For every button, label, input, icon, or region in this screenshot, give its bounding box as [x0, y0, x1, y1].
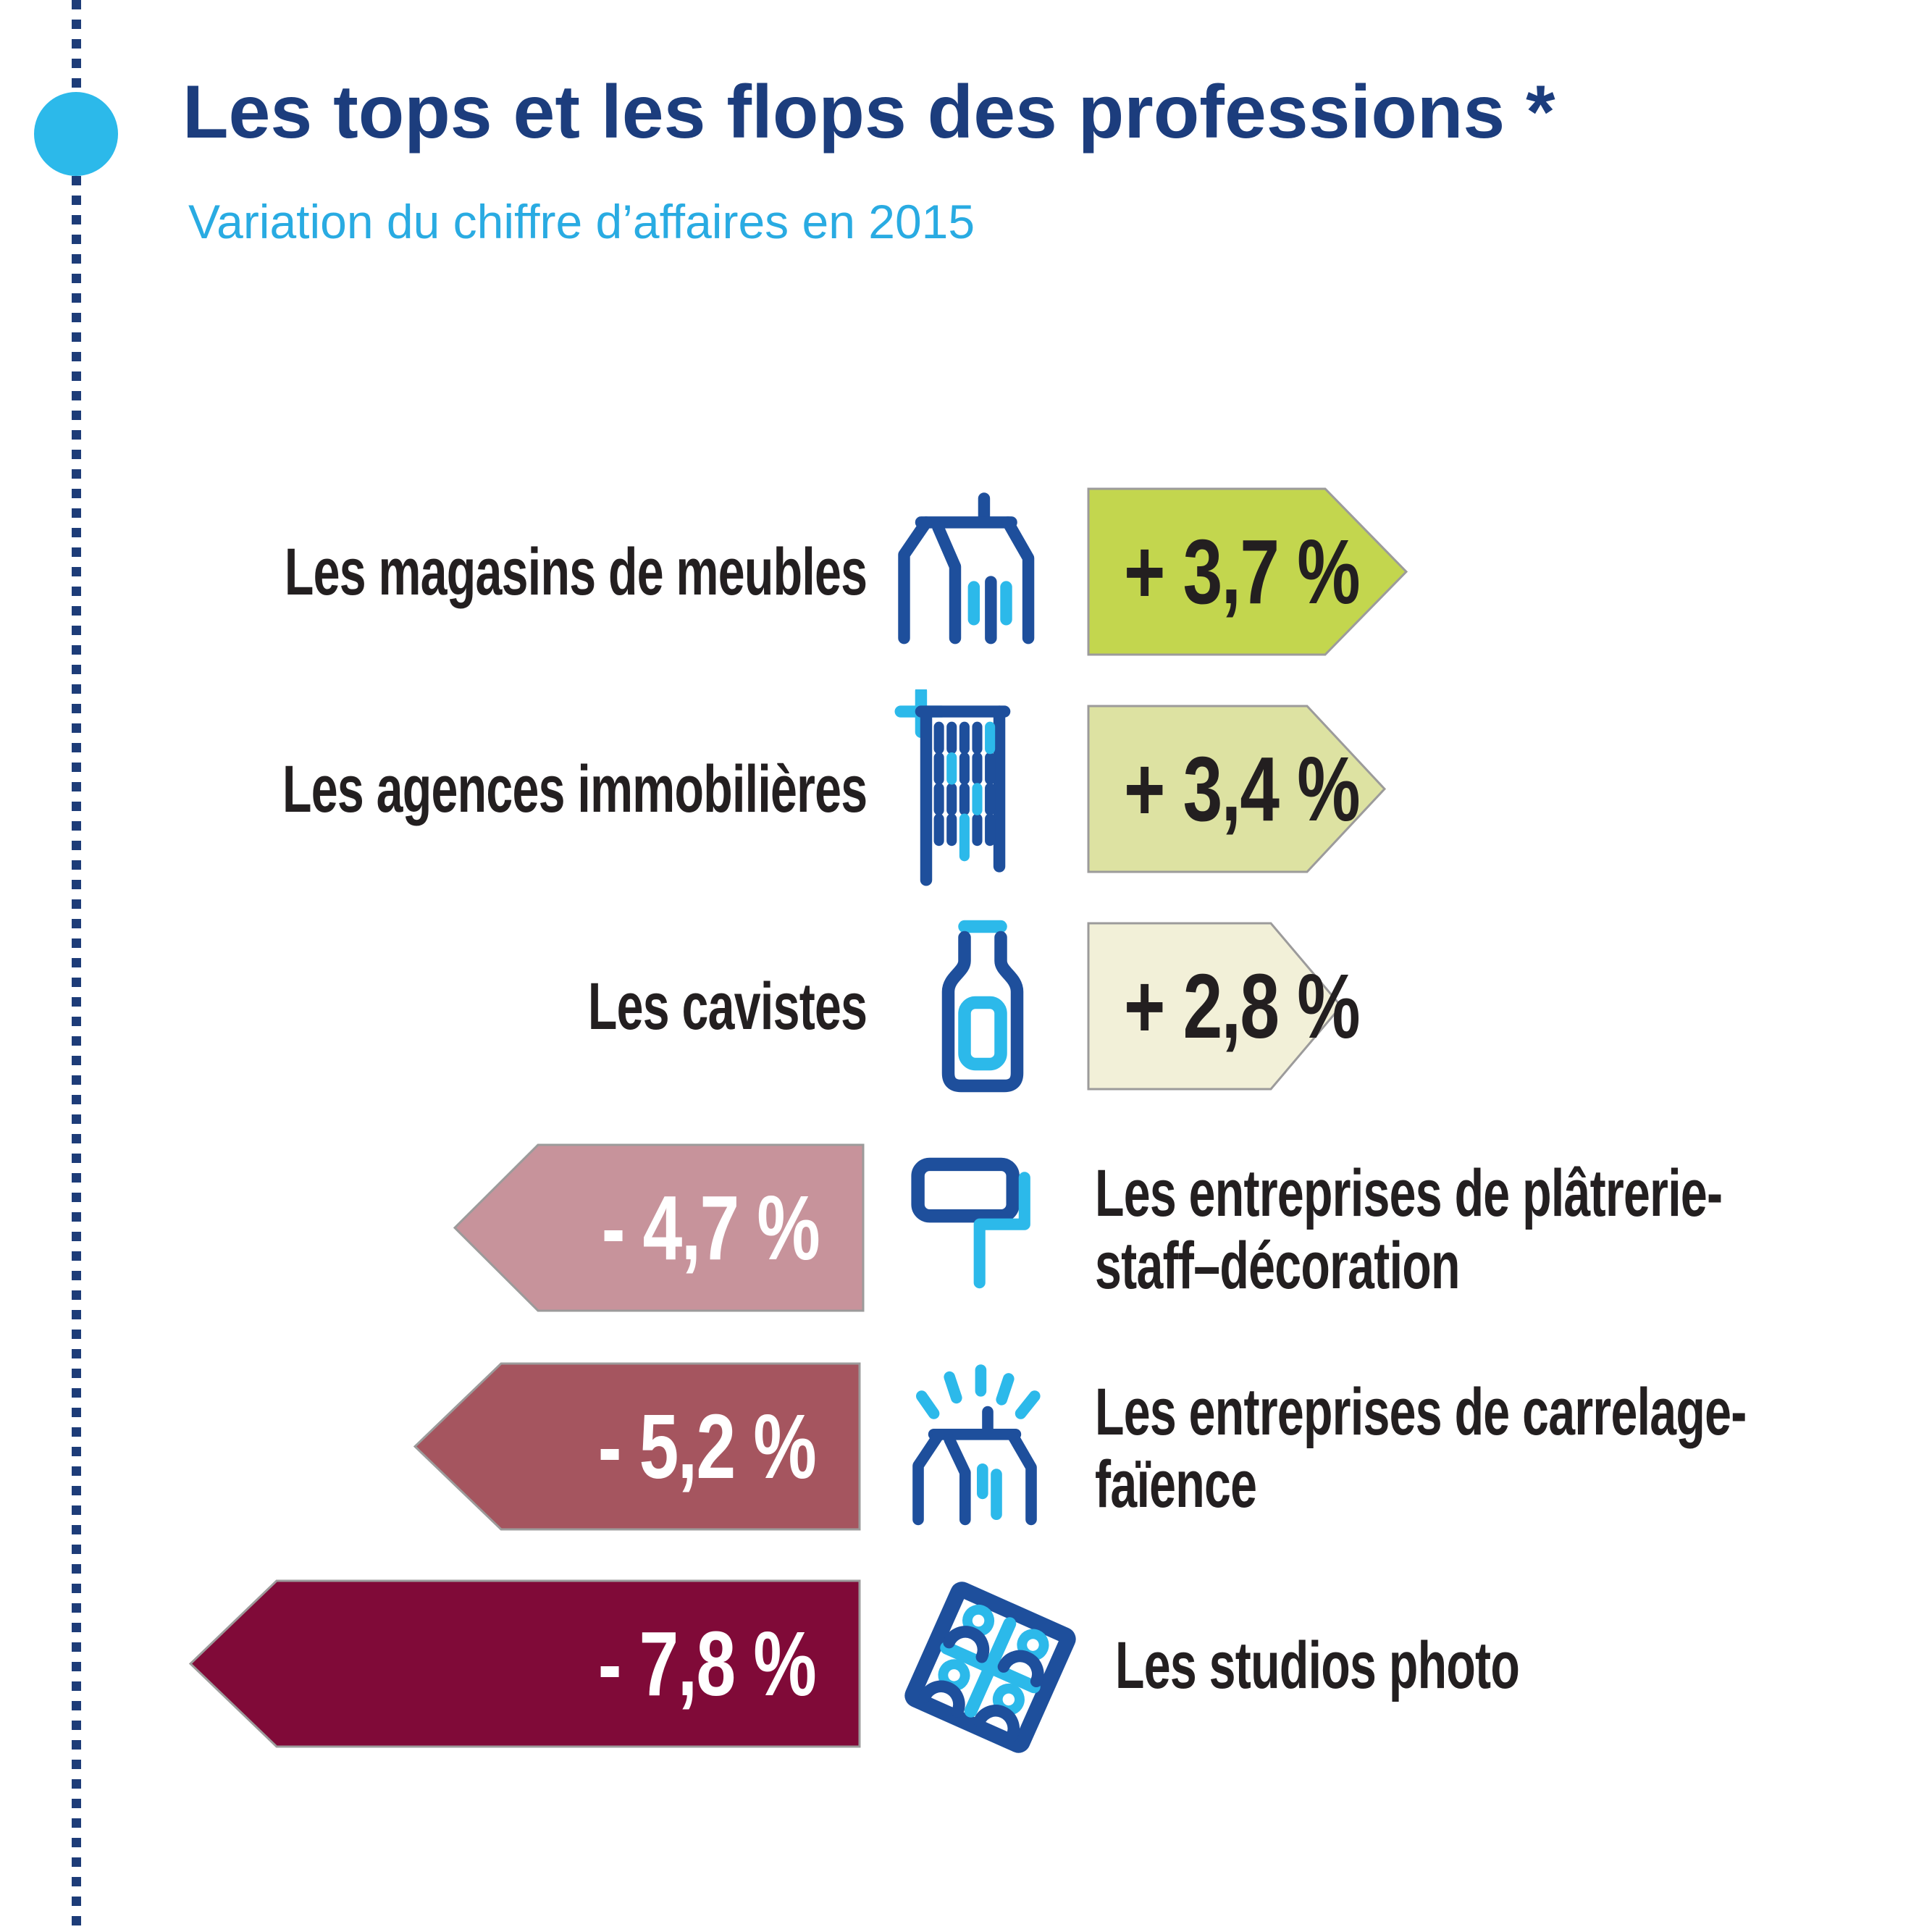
dotted-rule: [72, 0, 81, 1932]
bar-shape: [1087, 705, 1387, 873]
label-line: Les entreprises de carrelage-: [1095, 1375, 1747, 1449]
label-studios-photo: Les studios photo: [1115, 1629, 1520, 1702]
bar-cavistes: + 2,8 %: [1086, 921, 1361, 1091]
label-line: staff–décoration: [1095, 1229, 1461, 1303]
page-title: Les tops et les flops des professions *: [182, 70, 1555, 154]
bar-shape: [453, 1143, 865, 1312]
apartment-building-icon: [892, 685, 1062, 894]
label-line: Les studios photo: [1115, 1629, 1520, 1702]
bar-shape: [1087, 922, 1343, 1091]
label-line: Les magasins de meubles: [284, 535, 868, 609]
label-line: Les entreprises de plâtrerie-: [1095, 1156, 1723, 1230]
bar-studios-photo: - 7,8 %: [188, 1579, 862, 1749]
label-agences-immobilieres: Les agences immobilières: [282, 752, 868, 826]
bar-value: - 5,2 %: [597, 1395, 817, 1498]
bar-value: + 3,4 %: [1124, 738, 1361, 840]
label-platrerie-staff-decoration: Les entreprises de plâtrerie- staff–déco…: [1095, 1156, 1723, 1303]
wine-bottle-icon: [914, 917, 1051, 1099]
furniture-store-icon: [887, 487, 1057, 657]
bar-agences-immobilieres: + 3,4 %: [1086, 704, 1387, 874]
bar-shape: [1087, 487, 1408, 656]
label-carrelage-faience: Les entreprises de carrelage- faïence: [1095, 1376, 1747, 1521]
bar-platrerie-staff-decoration: - 4,7 %: [453, 1143, 865, 1313]
bar-value: - 7,8 %: [597, 1613, 817, 1715]
bar-value: - 4,7 %: [601, 1177, 820, 1279]
label-line: Les agences immobilières: [282, 752, 868, 826]
bar-value: + 2,8 %: [1124, 955, 1361, 1057]
tiling-trestle-icon: [892, 1361, 1066, 1535]
label-cavistes: Les cavistes: [587, 970, 868, 1043]
label-line: Les cavistes: [587, 970, 868, 1043]
label-magasins-de-meubles: Les magasins de meubles: [284, 535, 868, 609]
page-subtitle: Variation du chiffre d’affaires en 2015: [188, 195, 975, 248]
paint-roller-icon: [898, 1143, 1064, 1309]
photo-studio-icon: [891, 1568, 1090, 1767]
bar-shape: [188, 1579, 861, 1748]
bar-carrelage-faience: - 5,2 %: [413, 1361, 862, 1532]
bullet-dot: [34, 92, 118, 176]
bar-shape: [413, 1362, 861, 1531]
label-line: faïence: [1095, 1448, 1257, 1521]
bar-value: + 3,7 %: [1124, 521, 1361, 623]
bar-magasins-de-meubles: + 3,7 %: [1086, 487, 1408, 657]
